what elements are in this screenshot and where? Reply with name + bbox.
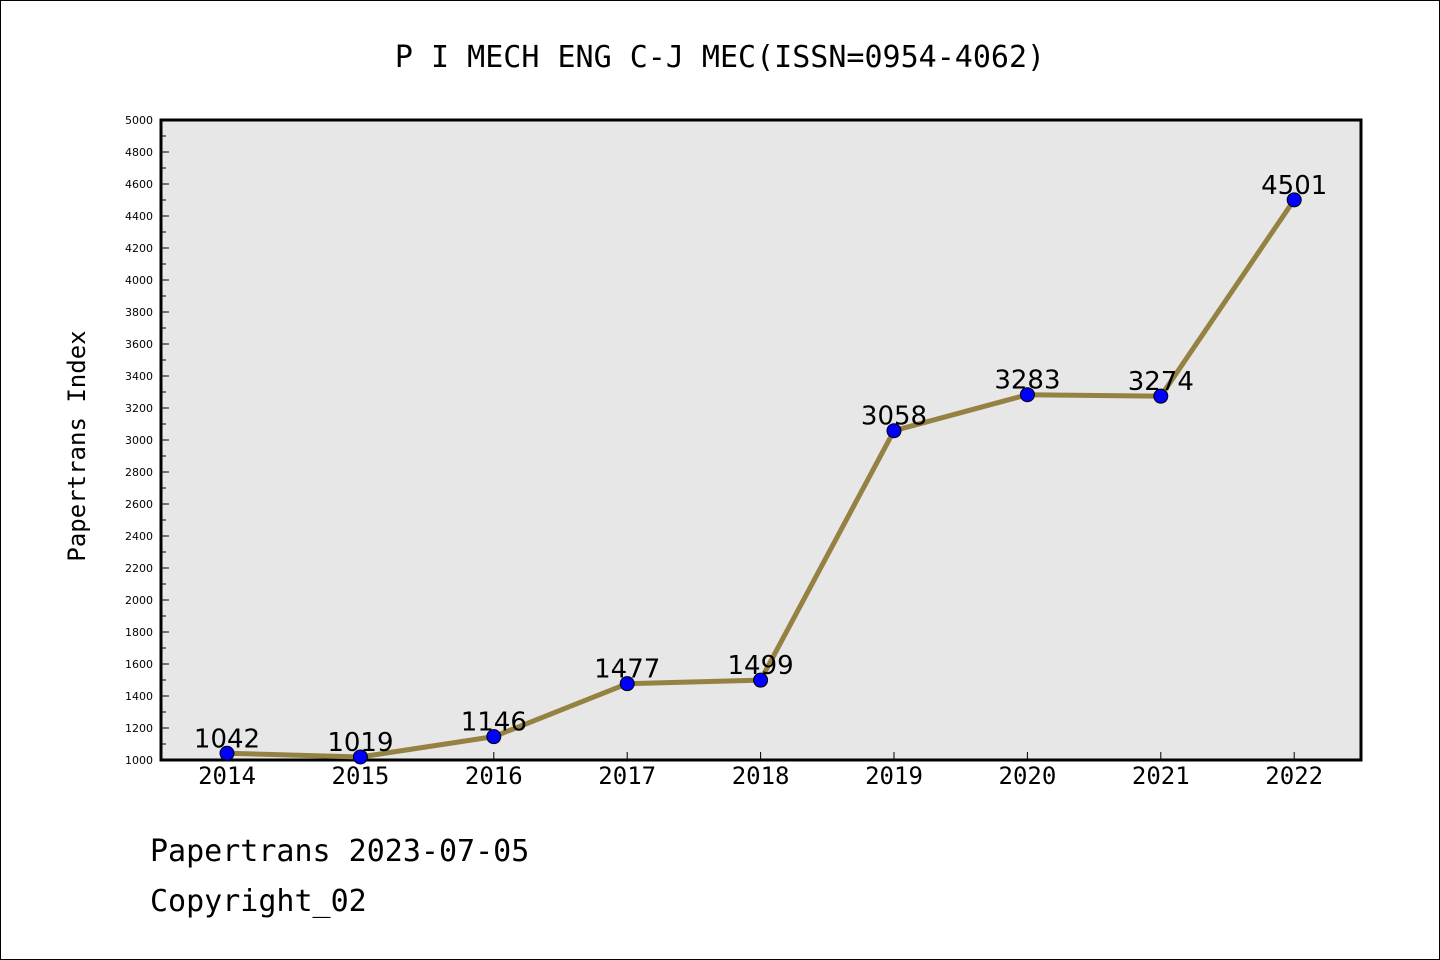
y-tick-label: 3400 xyxy=(125,370,153,383)
data-label: 1477 xyxy=(594,655,660,685)
y-tick-label: 2600 xyxy=(125,498,153,511)
y-tick-label: 1800 xyxy=(125,626,153,639)
x-tick-label: 2018 xyxy=(732,762,790,790)
x-tick-label: 2020 xyxy=(999,762,1057,790)
y-tick-label: 4800 xyxy=(125,146,153,159)
y-tick-label: 4200 xyxy=(125,242,153,255)
data-label: 1042 xyxy=(194,724,260,754)
series-line-group xyxy=(219,192,1302,765)
x-tick-label: 2017 xyxy=(598,762,656,790)
x-tick-label: 2019 xyxy=(865,762,923,790)
data-point xyxy=(219,745,235,761)
x-tick-label: 2022 xyxy=(1265,762,1323,790)
y-tick-label: 1600 xyxy=(125,658,153,671)
x-tick-label: 2014 xyxy=(198,762,256,790)
data-point xyxy=(619,676,635,692)
y-tick-label: 1000 xyxy=(125,754,153,767)
y-tick-label: 4400 xyxy=(125,210,153,223)
y-tick-label: 3600 xyxy=(125,338,153,351)
y-tick-label: 1400 xyxy=(125,690,153,703)
y-tick-label: 4000 xyxy=(125,274,153,287)
data-point xyxy=(753,672,769,688)
x-tick-label: 2016 xyxy=(465,762,523,790)
x-axis-ticks: 2014 2015 2016 2017 2018 2019 2020 2021 2022 xyxy=(198,752,1323,790)
data-label: 1019 xyxy=(327,728,393,758)
plot-area xyxy=(159,118,1363,762)
data-point xyxy=(352,749,368,765)
y-tick-label: 2400 xyxy=(125,530,153,543)
data-labels-group: 1042 1019 1146 1477 1499 3058 3283 3274 4501 xyxy=(194,171,1327,758)
footer-date-label: Papertrans 2023-07-05 xyxy=(150,834,530,869)
y-tick-label: 3000 xyxy=(125,434,153,447)
data-label: 1499 xyxy=(728,651,794,681)
y-tick-label: 2000 xyxy=(125,594,153,607)
data-point xyxy=(486,729,502,745)
chart-title: P I MECH ENG C-J MEC(ISSN=0954-4062) xyxy=(395,40,1045,75)
data-label: 4501 xyxy=(1261,171,1327,201)
y-axis-ticks: 1000 1200 1400 1600 1800 2000 2200 2400 2600 2800… xyxy=(125,114,169,767)
data-label: 3058 xyxy=(861,402,927,432)
data-label: 3274 xyxy=(1128,367,1194,397)
data-label: 3283 xyxy=(994,366,1060,396)
y-tick-label: 5000 xyxy=(125,114,153,127)
footer-copyright-label: Copyright_02 xyxy=(150,884,367,919)
data-point xyxy=(886,423,902,439)
y-tick-label: 3200 xyxy=(125,402,153,415)
data-point xyxy=(1286,192,1302,208)
data-point xyxy=(1153,388,1169,404)
x-tick-label: 2021 xyxy=(1132,762,1190,790)
data-label: 1146 xyxy=(461,708,527,738)
y-tick-label: 4600 xyxy=(125,178,153,191)
data-point xyxy=(1019,387,1035,403)
y-tick-label: 1200 xyxy=(125,722,153,735)
y-tick-label: 3800 xyxy=(125,306,153,319)
y-tick-label: 2800 xyxy=(125,466,153,479)
y-tick-label: 2200 xyxy=(125,562,153,575)
x-tick-label: 2015 xyxy=(332,762,390,790)
y-axis-label: Papertrans Index xyxy=(63,330,91,561)
